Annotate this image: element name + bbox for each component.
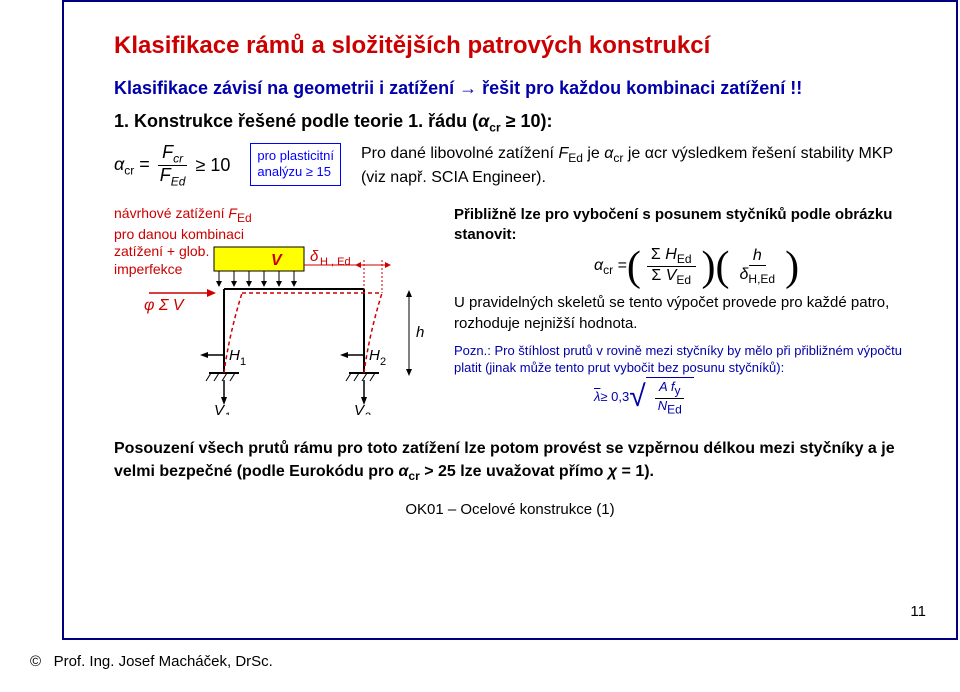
plastbox-l2: analýzu ≥ 15 (257, 164, 331, 179)
svg-text:H: H (229, 347, 240, 364)
slide-subtitle: Klasifikace závisí na geometrii i zatíže… (114, 78, 906, 99)
eq-alpha-cr: αcr = Fcr FEd ≥ 10 (114, 143, 230, 190)
eq-alpha-cr-approx: αcr = ( Σ HEd Σ VEd ) ( h δH,Ed ) (594, 246, 799, 288)
explain-text: Pro dané libovolné zatížení FEd je αcr j… (361, 143, 906, 189)
right-column: Přibližně lze pro vybočení s posunem sty… (454, 205, 906, 416)
formula-row: αcr = Fcr FEd ≥ 10 pro plasticitní analý… (114, 143, 906, 190)
pozn-block: Pozn.: Pro štíhlost prutů v rovině mezi … (454, 342, 906, 417)
plastbox-l1: pro plasticitní (257, 148, 334, 163)
pozn-text: Pozn.: Pro štíhlost prutů v rovině mezi … (454, 343, 902, 376)
svg-text:1: 1 (225, 411, 231, 415)
diagram-column: návrhové zatížení FEd pro danou kombinac… (114, 205, 454, 420)
svg-text:2: 2 (365, 411, 371, 415)
svg-text:V: V (271, 252, 283, 269)
svg-text:1: 1 (240, 356, 246, 368)
right-bold-text: Přibližně lze pro vybočení s posunem sty… (454, 205, 906, 246)
svg-text:h: h (416, 324, 424, 341)
slide-title: Klasifikace rámů a složitějších patrovýc… (114, 32, 906, 60)
line-1-text: 1. Konstrukce řešené podle teorie 1. řád… (114, 111, 553, 131)
slide-frame: Klasifikace rámů a složitějších patrovýc… (62, 0, 958, 640)
eq1-num: Fcr (162, 142, 183, 162)
line-1: 1. Konstrukce řešené podle teorie 1. řád… (114, 111, 906, 135)
svg-text:φ Σ V: φ Σ V (144, 297, 185, 314)
svg-text:2: 2 (380, 356, 386, 368)
page-number: 11 (910, 603, 926, 620)
eq1-den: FEd (160, 165, 186, 185)
main-section: návrhové zatížení FEd pro danou kombinac… (114, 205, 906, 420)
eq1-rhs: ≥ 10 (195, 155, 230, 176)
right-text-2: U pravidelných skeletů se tento výpočet … (454, 293, 906, 334)
bottom-summary: Posouzení všech prutů rámu pro toto zatí… (114, 438, 906, 484)
pozn-equation: λ ≥ 0,3 √ A fy NEd (594, 377, 694, 417)
plasticity-note-box: pro plasticitní analýzu ≥ 15 (250, 143, 341, 187)
author-line: © Prof. Ing. Josef Macháček, DrSc. (30, 653, 273, 670)
svg-text:δ: δ (310, 248, 319, 265)
svg-text:H: H (369, 347, 380, 364)
slide-footer: OK01 – Ocelové konstrukce (1) (114, 501, 906, 518)
frame-diagram: V (114, 205, 454, 415)
svg-text:H , Ed: H , Ed (320, 256, 351, 268)
